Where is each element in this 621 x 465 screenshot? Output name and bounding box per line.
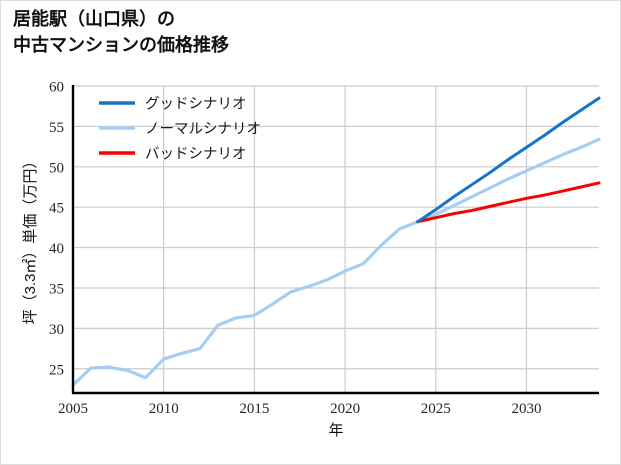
series-line-normal (71, 137, 601, 387)
y-tick-label: 40 (49, 241, 64, 257)
axis-lines (71, 85, 599, 395)
x-tick-labels: 2005 2010 2015 2020 2025 2030 (58, 401, 541, 417)
y-tick-label: 55 (49, 120, 64, 136)
x-tick-label: 2015 (239, 401, 269, 417)
y-axis-title: 坪（3.3㎡）単価（万円） (22, 154, 39, 325)
legend-label-bad: バッドシナリオ (145, 147, 247, 163)
x-tick-label: 2030 (511, 401, 541, 417)
y-tick-label: 35 (49, 281, 64, 297)
gridlines (73, 85, 599, 370)
x-tick-label: 2025 (421, 401, 451, 417)
series-line-good (416, 96, 601, 224)
x-tick-label: 2010 (149, 401, 179, 417)
legend-label-normal: ノーマルシナリオ (145, 122, 261, 138)
y-tick-label: 60 (49, 80, 64, 96)
x-axis-title: 年 (328, 422, 343, 439)
x-tick-label: 2005 (58, 401, 88, 417)
y-tick-label: 25 (49, 362, 64, 378)
y-tick-label: 45 (49, 201, 64, 217)
x-tick-label: 2020 (330, 401, 360, 417)
series-line-bad (416, 181, 601, 224)
legend-label-good: グッドシナリオ (145, 96, 247, 113)
y-tick-labels: 25 30 35 40 45 50 55 60 (49, 80, 64, 379)
series-lines (71, 96, 601, 387)
x-gridlines (163, 86, 528, 393)
page-title: 居能駅（山口県）の 中古マンションの価格推移 (13, 9, 229, 55)
y-tick-label: 50 (49, 160, 64, 176)
y-tick-label: 30 (49, 322, 64, 338)
